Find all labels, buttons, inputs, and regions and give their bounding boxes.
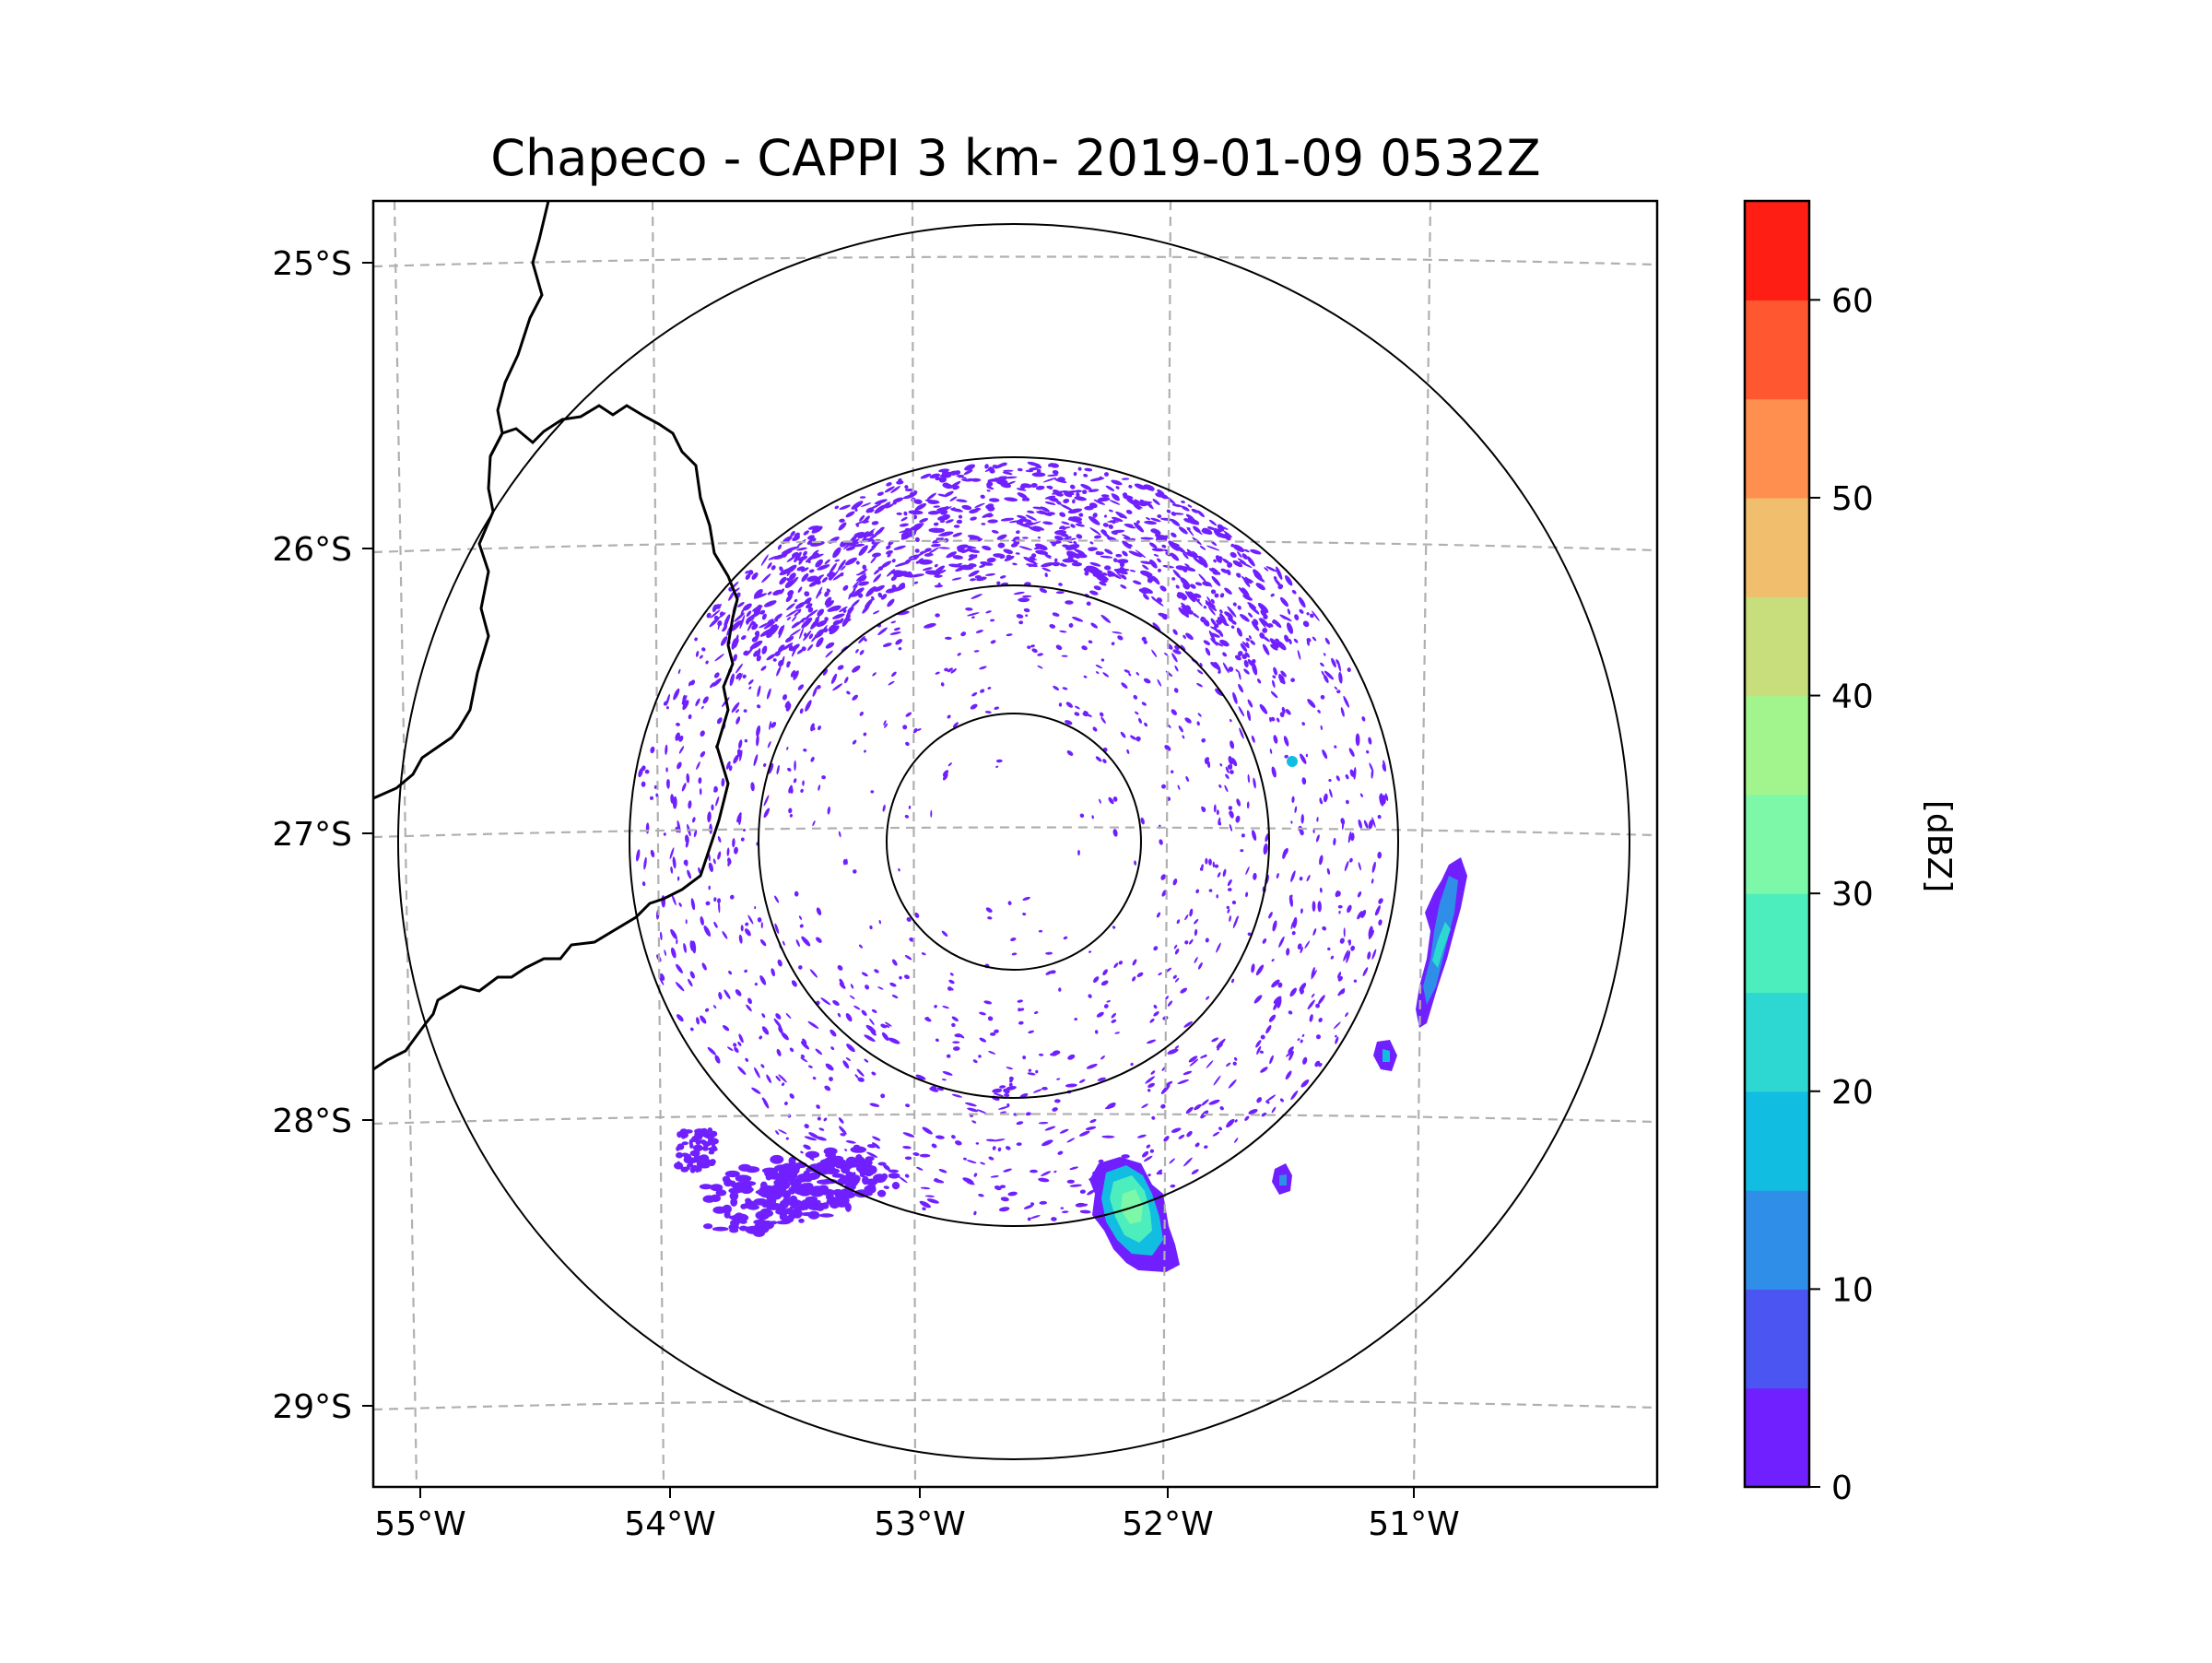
figure-title: Chapeco - CAPPI 3 km- 2019-01-09 0532Z bbox=[490, 129, 1540, 187]
colorbar-tick-label: 30 bbox=[1831, 876, 1874, 914]
lat-tick-label: 29°S bbox=[272, 1388, 352, 1426]
lon-tick-label: 51°W bbox=[1368, 1505, 1459, 1543]
reflectivity-cells bbox=[1089, 756, 1467, 1272]
border-paraguay-argentina bbox=[373, 201, 550, 800]
cell-se-small-core bbox=[1382, 1049, 1390, 1062]
lon-tick-label: 53°W bbox=[874, 1505, 965, 1543]
range-rings bbox=[397, 223, 1630, 1460]
colorbar-segment bbox=[1745, 695, 1809, 796]
colorbar-segment bbox=[1745, 201, 1809, 301]
colorbar-segment bbox=[1745, 1091, 1809, 1191]
parallel-line bbox=[373, 826, 1657, 839]
parallel-line bbox=[373, 1113, 1657, 1126]
map-background bbox=[373, 201, 1657, 1487]
lon-tick-label: 55°W bbox=[374, 1505, 465, 1543]
border-argentina-parana bbox=[373, 404, 739, 1071]
range-ring-50km bbox=[886, 713, 1142, 971]
colorbar-segment bbox=[1745, 596, 1809, 697]
echo-band-southwest bbox=[674, 1127, 900, 1238]
colorbar-segment bbox=[1745, 893, 1809, 994]
lon-tick-label: 52°W bbox=[1122, 1505, 1213, 1543]
parallel-line bbox=[373, 1398, 1657, 1411]
meridian-line bbox=[911, 201, 917, 1487]
lat-tick-label: 25°S bbox=[272, 245, 352, 283]
lat-tick-label: 26°S bbox=[272, 531, 352, 569]
meridian-line bbox=[393, 201, 418, 1487]
lat-tick-label: 28°S bbox=[272, 1103, 352, 1140]
range-ring-200km bbox=[397, 223, 1630, 1460]
echo-cell-south bbox=[1089, 1157, 1180, 1272]
colorbar-tick-label: 60 bbox=[1831, 282, 1874, 320]
colorbar-segment bbox=[1745, 398, 1809, 499]
echo-cell-southeast bbox=[1272, 1163, 1292, 1195]
meridian-line bbox=[651, 201, 665, 1487]
range-ring-150km bbox=[629, 456, 1399, 1227]
map-panel: 55°W 54°W 53°W 52°W 51°W 25°S 26°S 27°S 28°S 29°S bbox=[272, 199, 1659, 1543]
colorbar-tick-label: 10 bbox=[1831, 1271, 1874, 1309]
meridian-line bbox=[1161, 201, 1172, 1487]
parallel-line bbox=[373, 539, 1657, 554]
colorbar-segment bbox=[1745, 1387, 1809, 1488]
colorbar-segments bbox=[1745, 201, 1809, 1488]
colorbar-ticks: 0 10 20 30 40 50 60 bbox=[1809, 282, 1874, 1507]
lon-tick-label: 54°W bbox=[624, 1505, 715, 1543]
echo-dot-northeast bbox=[1287, 756, 1298, 767]
echo-cell-east bbox=[1416, 857, 1467, 1028]
colorbar-tick-label: 20 bbox=[1831, 1074, 1874, 1112]
colorbar-label: [dBZ] bbox=[1920, 800, 1958, 892]
graticule bbox=[373, 201, 1657, 1487]
parallel-line bbox=[373, 255, 1657, 268]
colorbar: 0 10 20 30 40 50 60 [dBZ] bbox=[1743, 199, 1958, 1507]
cell-east-core bbox=[1432, 922, 1451, 968]
colorbar-tick-label: 50 bbox=[1831, 480, 1874, 518]
state-borders bbox=[373, 201, 739, 1071]
meridian-line bbox=[1412, 201, 1432, 1487]
map-frame bbox=[371, 199, 1659, 1489]
colorbar-segment bbox=[1745, 497, 1809, 597]
colorbar-segment bbox=[1745, 300, 1809, 400]
colorbar-tick-label: 0 bbox=[1831, 1469, 1853, 1507]
lat-tick-label: 27°S bbox=[272, 816, 352, 854]
colorbar-segment bbox=[1745, 1289, 1809, 1389]
reflectivity-echoes bbox=[635, 461, 1389, 1238]
axis-tick-labels: 55°W 54°W 53°W 52°W 51°W 25°S 26°S 27°S 28°S 29°S bbox=[272, 245, 1459, 1543]
echo-cell-southeast-small bbox=[1373, 1040, 1397, 1071]
colorbar-frame bbox=[1743, 199, 1811, 1489]
colorbar-segment bbox=[1745, 794, 1809, 894]
cell-se-core bbox=[1279, 1174, 1287, 1185]
colorbar-segment bbox=[1745, 1190, 1809, 1290]
range-ring-100km bbox=[758, 584, 1270, 1099]
colorbar-segment bbox=[1745, 992, 1809, 1092]
colorbar-tick-label: 40 bbox=[1831, 678, 1874, 716]
